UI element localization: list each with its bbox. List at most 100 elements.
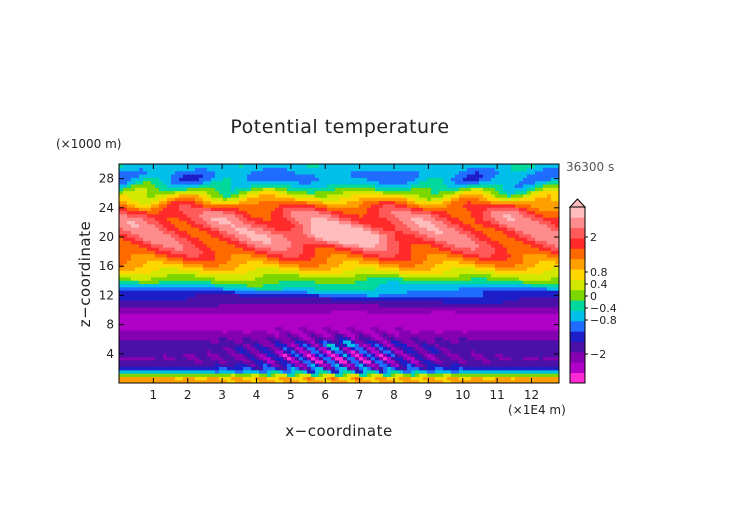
field-cell <box>247 323 252 328</box>
field-cell <box>131 353 136 358</box>
field-cell <box>163 250 168 255</box>
field-cell <box>179 369 184 374</box>
field-cell <box>355 376 360 381</box>
field-cell <box>271 213 276 218</box>
field-cell <box>375 266 380 271</box>
field-cell <box>119 190 124 195</box>
field-cell <box>307 376 312 381</box>
field-cell <box>251 220 256 225</box>
field-cell <box>199 253 204 258</box>
field-cell <box>315 227 320 231</box>
field-cell <box>415 266 420 271</box>
field-cell <box>163 336 168 341</box>
field-cell <box>263 253 268 258</box>
field-cell <box>207 270 212 275</box>
field-cell <box>243 333 248 338</box>
field-cell <box>239 363 244 368</box>
field-cell <box>267 193 272 198</box>
field-cell <box>343 256 348 261</box>
field-cell <box>343 230 348 235</box>
field-cell <box>291 263 296 268</box>
field-cell <box>215 250 220 255</box>
field-cell <box>271 286 276 291</box>
field-cell <box>123 217 128 222</box>
field-cell <box>283 296 288 301</box>
field-cell <box>275 379 280 383</box>
field-cell <box>147 369 152 374</box>
field-cell <box>415 213 420 218</box>
field-cell <box>391 183 396 188</box>
field-cell <box>151 333 156 338</box>
field-cell <box>379 263 384 268</box>
field-cell <box>379 280 384 285</box>
field-cell <box>127 183 132 188</box>
field-cell <box>291 333 296 338</box>
field-cell <box>175 296 180 301</box>
field-cell <box>379 359 384 364</box>
field-cell <box>175 290 180 295</box>
field-cell <box>311 359 316 364</box>
field-cell <box>315 329 320 334</box>
field-cell <box>187 230 192 235</box>
field-cell <box>303 203 308 208</box>
field-cell <box>239 227 244 231</box>
field-cell <box>227 177 232 182</box>
field-cell <box>415 283 420 288</box>
field-cell <box>387 369 392 374</box>
field-cell <box>143 276 148 281</box>
field-cell <box>131 266 136 271</box>
field-cell <box>351 293 356 298</box>
field-cell <box>379 316 384 321</box>
field-cell <box>155 296 160 301</box>
field-cell <box>315 187 320 192</box>
field-cell <box>187 286 192 291</box>
field-cell <box>363 193 368 198</box>
field-cell <box>151 339 156 344</box>
field-cell <box>275 283 280 288</box>
field-cell <box>159 207 164 212</box>
field-cell <box>235 246 240 251</box>
field-cell <box>147 316 152 321</box>
field-cell <box>119 286 124 291</box>
field-cell <box>315 303 320 308</box>
field-cell <box>139 286 144 291</box>
field-cell <box>307 217 312 222</box>
field-cell <box>123 366 128 371</box>
field-cell <box>327 187 332 192</box>
field-cell <box>243 243 248 248</box>
field-cell <box>347 197 352 202</box>
field-cell <box>275 300 280 304</box>
field-cell <box>403 283 408 288</box>
field-cell <box>323 253 328 258</box>
field-cell <box>279 253 284 258</box>
field-cell <box>227 263 232 268</box>
field-cell <box>307 256 312 261</box>
field-cell <box>395 333 400 338</box>
field-cell <box>351 173 356 178</box>
field-cell <box>203 280 208 285</box>
field-cell <box>271 266 276 271</box>
field-cell <box>375 339 380 344</box>
field-cell <box>295 263 300 268</box>
field-cell <box>307 183 312 188</box>
field-cell <box>179 296 184 301</box>
field-cell <box>259 286 264 291</box>
field-cell <box>331 336 336 341</box>
field-cell <box>351 164 356 168</box>
field-cell <box>239 164 244 168</box>
field-cell <box>419 243 424 248</box>
field-cell <box>291 193 296 198</box>
field-cell <box>291 373 296 377</box>
field-cell <box>303 286 308 291</box>
field-cell <box>419 363 424 368</box>
field-cell <box>275 230 280 235</box>
field-cell <box>263 323 268 328</box>
field-cell <box>175 336 180 341</box>
field-cell <box>183 306 188 311</box>
field-cell <box>263 306 268 311</box>
field-cell <box>359 170 364 175</box>
field-cell <box>351 369 356 374</box>
field-cell <box>155 293 160 298</box>
field-cell <box>159 346 164 351</box>
field-cell <box>159 266 164 271</box>
